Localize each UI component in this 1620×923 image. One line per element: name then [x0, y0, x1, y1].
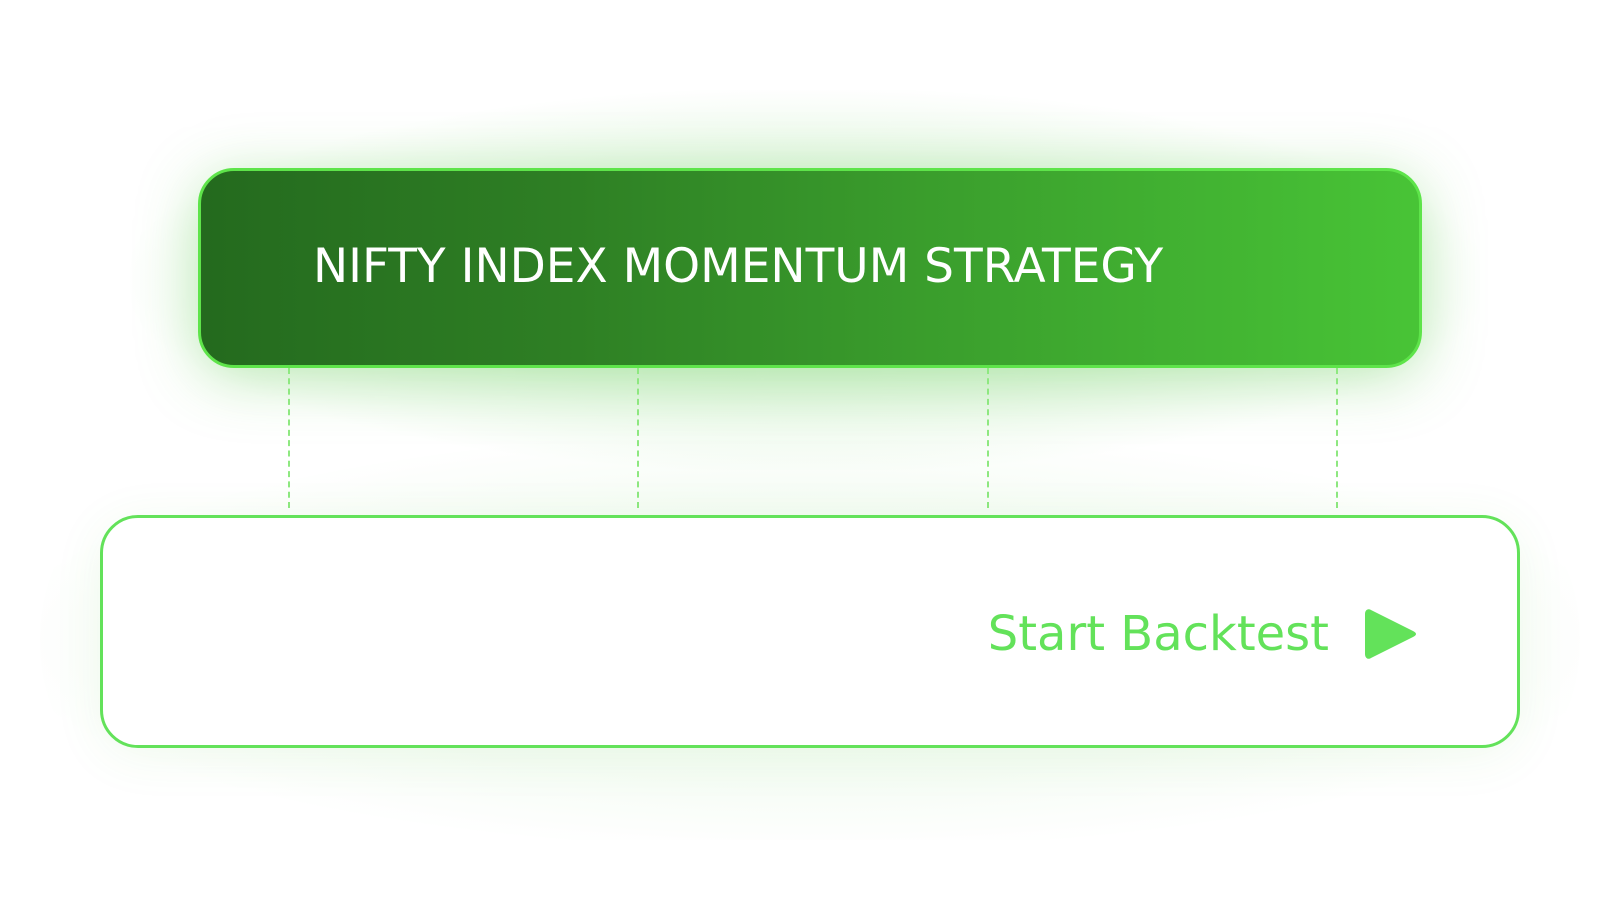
start-backtest-label: Start Backtest	[987, 606, 1329, 662]
connector-line	[637, 368, 639, 508]
connector-line	[1336, 368, 1338, 508]
strategy-card[interactable]: NIFTY INDEX MOMENTUM STRATEGY	[198, 168, 1422, 368]
start-backtest-button[interactable]: Start Backtest	[988, 602, 1417, 666]
strategy-title: NIFTY INDEX MOMENTUM STRATEGY	[313, 239, 1164, 294]
connector-line	[288, 368, 290, 508]
backtest-panel: Start Backtest	[100, 515, 1520, 748]
connector-line	[987, 368, 989, 508]
play-icon	[1365, 609, 1416, 659]
